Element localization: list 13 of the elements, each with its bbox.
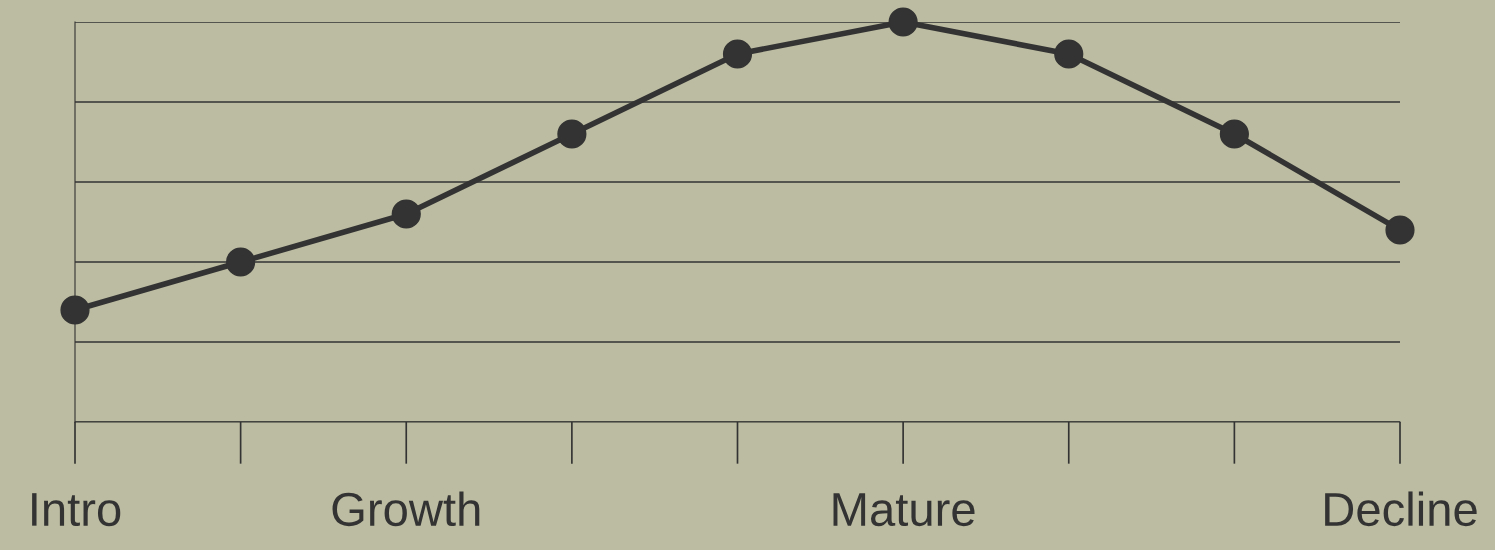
- point: [60, 295, 90, 325]
- point: [1385, 215, 1415, 245]
- x-tick-label: Intro: [32, 493, 121, 527]
- x-tick-label: Decline: [1325, 491, 1477, 527]
- point: [391, 199, 421, 229]
- point: [1054, 39, 1084, 69]
- x-tick-label: Growth: [332, 491, 480, 527]
- x-tick-label: Mature: [833, 493, 975, 527]
- point: [722, 39, 753, 69]
- point: [888, 7, 918, 37]
- point: [226, 247, 256, 277]
- point: [557, 119, 587, 149]
- point: [1219, 119, 1249, 149]
